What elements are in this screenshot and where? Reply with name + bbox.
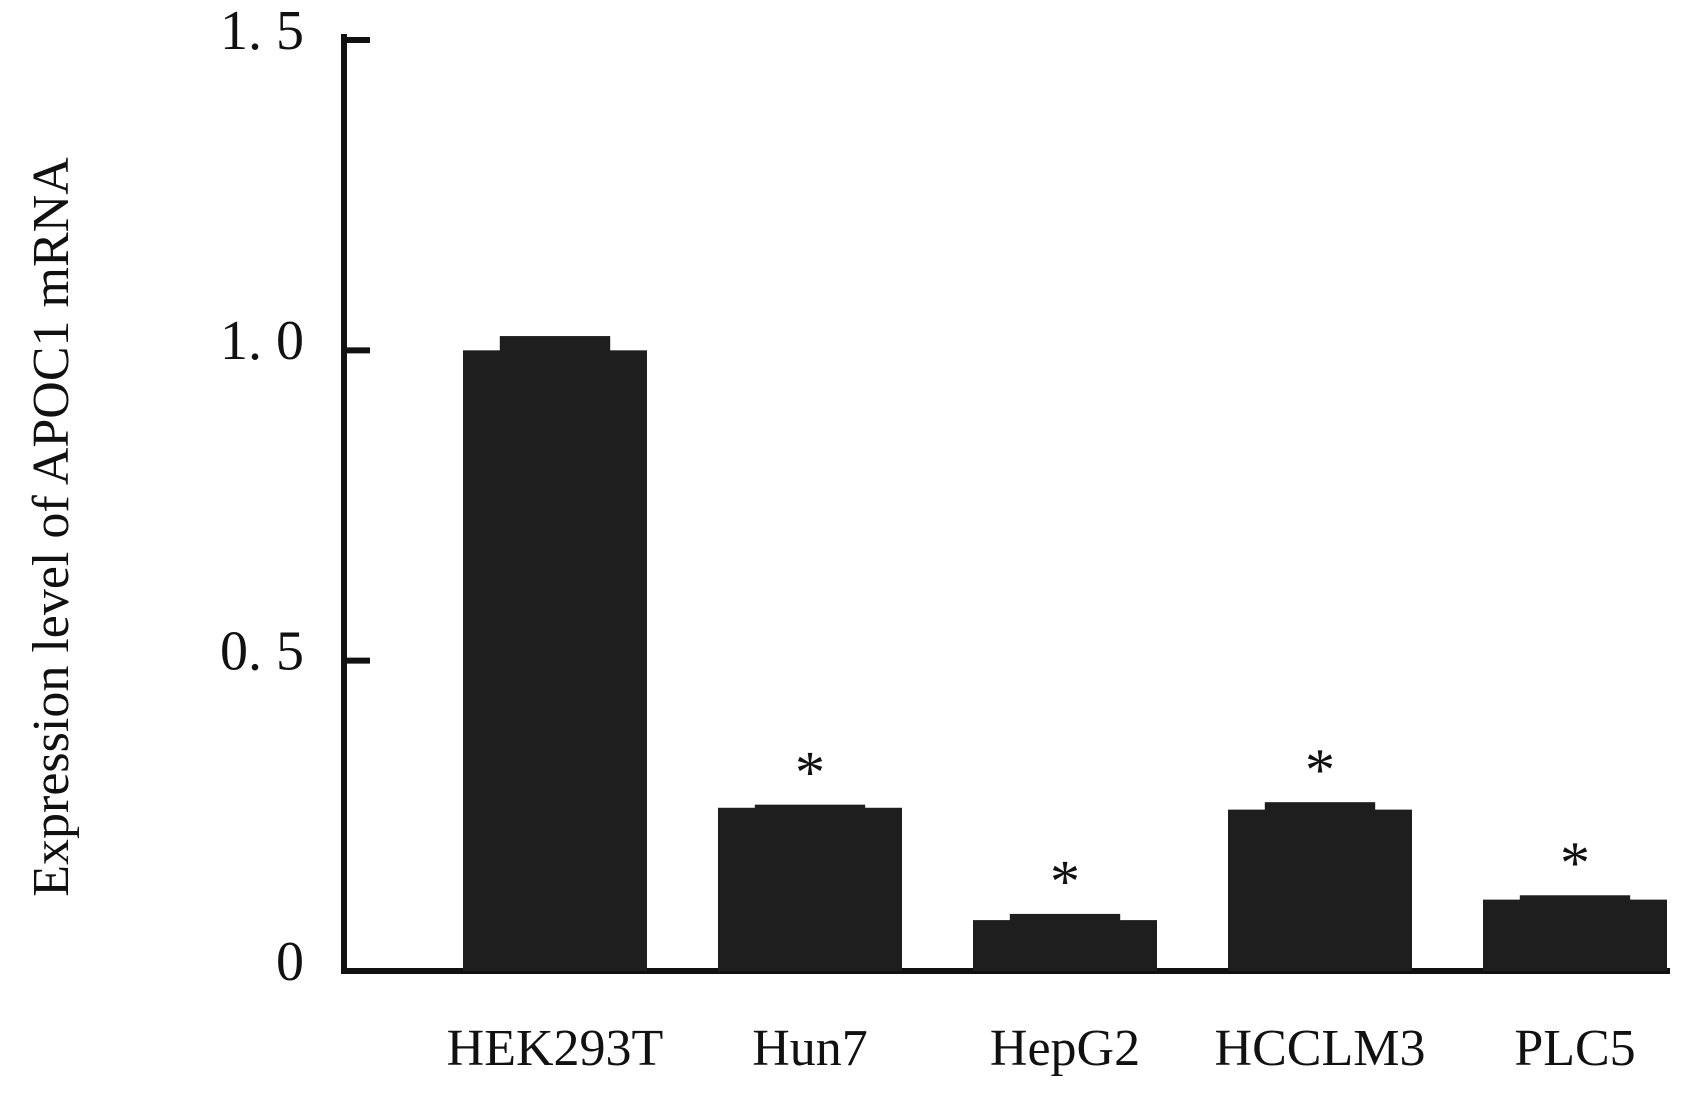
y-tick-label: 1. 0 — [220, 310, 304, 372]
bar — [973, 920, 1157, 971]
x-tick-label: Hun7 — [752, 1020, 868, 1077]
y-tick-label: 1. 5 — [220, 0, 304, 62]
bar — [718, 807, 902, 971]
bar — [1228, 809, 1412, 971]
error-bar — [1264, 802, 1376, 812]
error-bar — [1519, 895, 1631, 902]
x-tick-label: HEK293T — [447, 1020, 664, 1077]
x-tick-label: HepG2 — [990, 1020, 1140, 1077]
x-tick-label: HCCLM3 — [1215, 1020, 1426, 1077]
y-tick-label: 0 — [276, 931, 304, 993]
significance-mark: * — [795, 739, 825, 805]
error-bar — [1009, 913, 1121, 923]
bar — [463, 350, 647, 971]
significance-mark: * — [1050, 849, 1080, 915]
y-axis-title: Expression level of APOC1 mRNA — [23, 157, 80, 897]
significance-mark: * — [1560, 830, 1590, 896]
x-tick-label: PLC5 — [1514, 1020, 1635, 1077]
bar — [1483, 899, 1667, 971]
error-bar — [499, 336, 611, 353]
error-bar — [754, 804, 866, 810]
significance-mark: * — [1305, 737, 1335, 803]
y-tick-label: 0. 5 — [220, 621, 304, 683]
